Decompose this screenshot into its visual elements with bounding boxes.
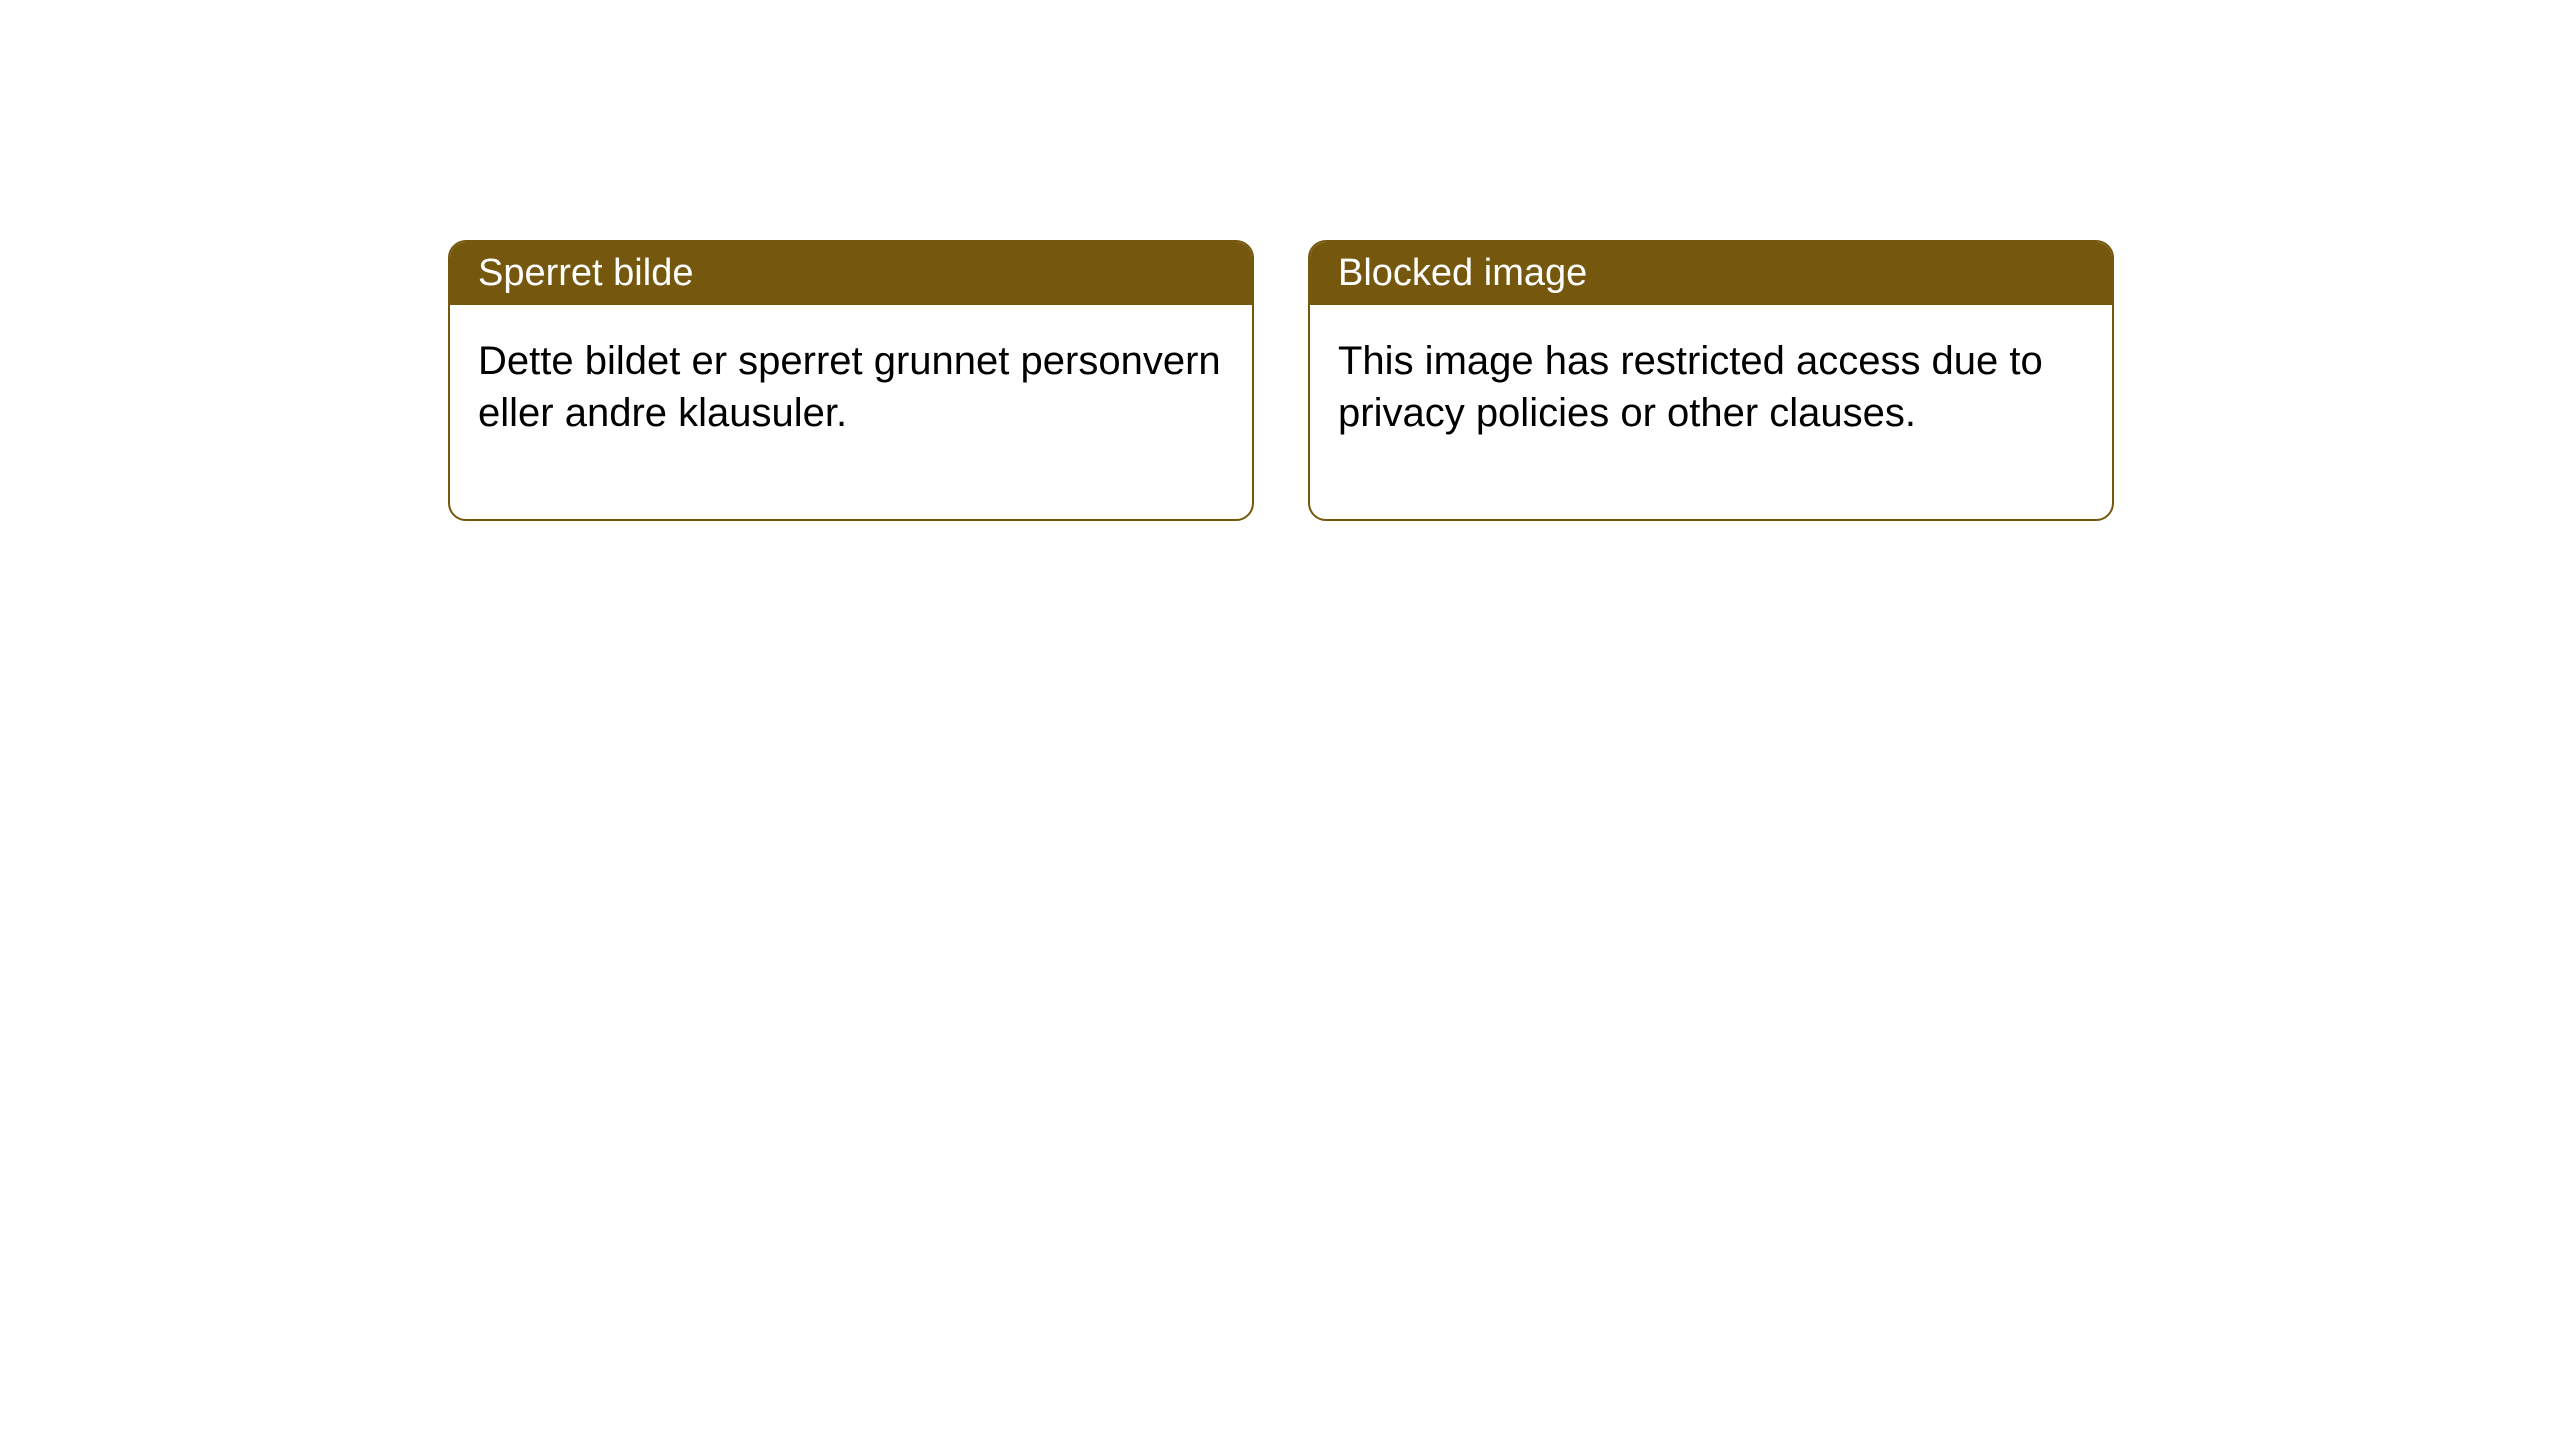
notice-header: Sperret bilde	[450, 242, 1252, 305]
notice-body: This image has restricted access due to …	[1310, 305, 2112, 519]
notice-title: Blocked image	[1338, 252, 1587, 294]
notice-title: Sperret bilde	[478, 252, 693, 294]
notice-card-norwegian: Sperret bilde Dette bildet er sperret gr…	[448, 240, 1254, 521]
notice-body-text: Dette bildet er sperret grunnet personve…	[478, 339, 1221, 435]
notice-body: Dette bildet er sperret grunnet personve…	[450, 305, 1252, 519]
notice-container: Sperret bilde Dette bildet er sperret gr…	[448, 240, 2114, 521]
notice-header: Blocked image	[1310, 242, 2112, 305]
notice-card-english: Blocked image This image has restricted …	[1308, 240, 2114, 521]
notice-body-text: This image has restricted access due to …	[1338, 339, 2043, 435]
